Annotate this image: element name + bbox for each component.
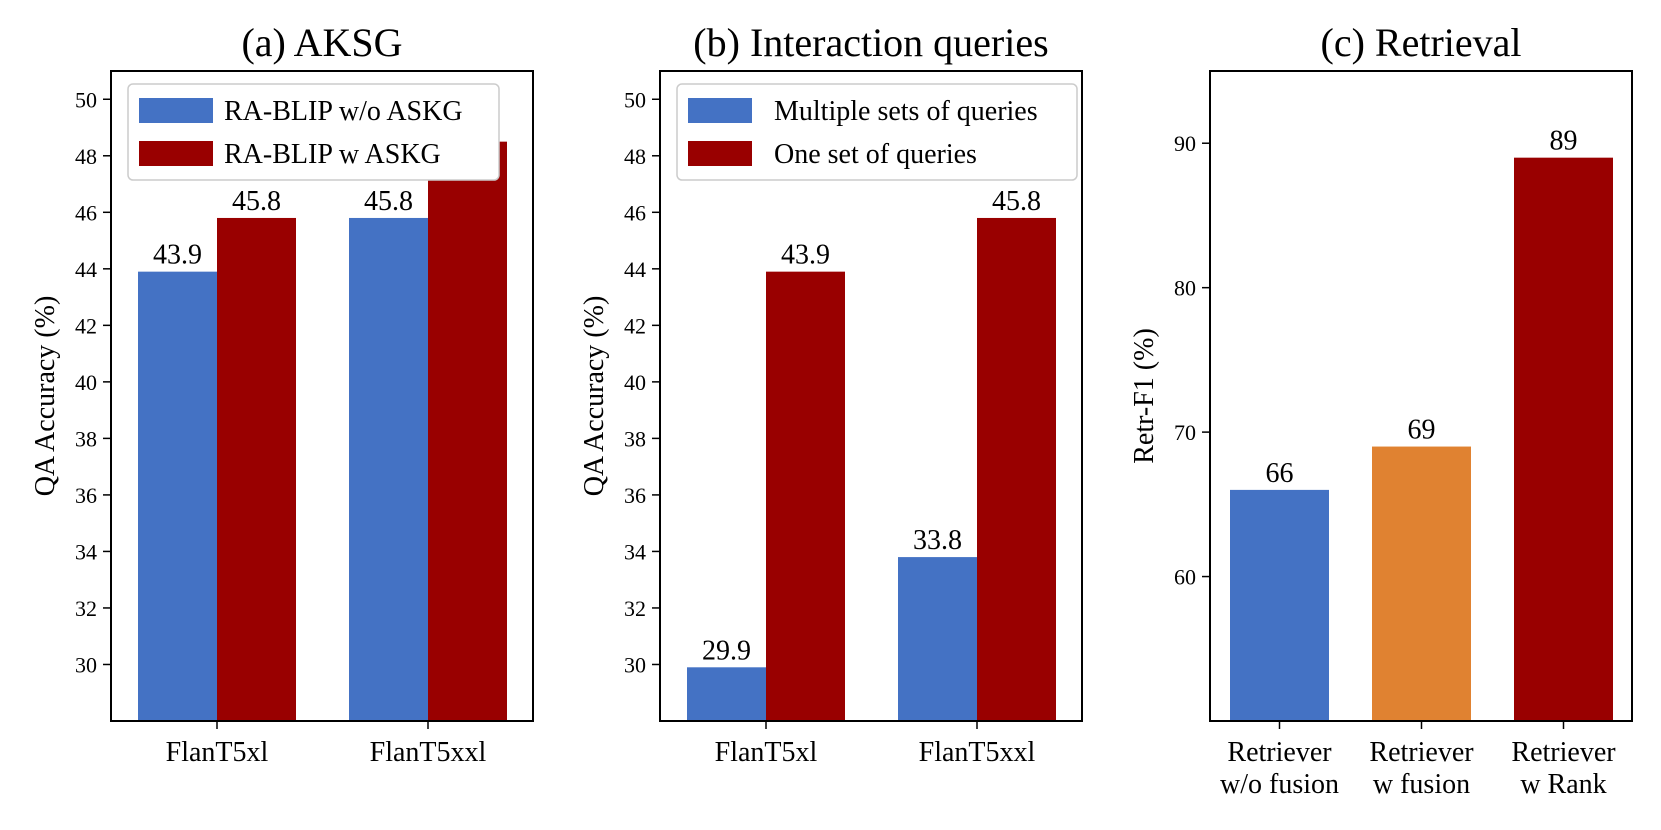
y-tick-label: 38 bbox=[624, 426, 646, 451]
legend: RA-BLIP w/o ASKG RA-BLIP w ASKG bbox=[127, 83, 500, 181]
bar-value-label: 66 bbox=[1266, 458, 1294, 489]
x-tick-label-line: w/o fusion bbox=[1220, 769, 1339, 800]
legend: Multiple sets of queries One set of queri… bbox=[676, 83, 1078, 181]
legend-label: RA-BLIP w ASKG bbox=[224, 139, 441, 170]
bar-value-label: 45.8 bbox=[232, 186, 281, 217]
y-axis-label: QA Accuracy (%) bbox=[579, 296, 610, 497]
legend-swatch bbox=[139, 141, 213, 166]
bar bbox=[138, 271, 217, 721]
legend-box bbox=[127, 83, 500, 181]
y-axis-label: Retr-F1 (%) bbox=[1129, 328, 1160, 464]
x-tick-label: FlanT5xxl bbox=[919, 737, 1036, 768]
x-tick-label: FlanT5xxl bbox=[370, 737, 487, 768]
chart-panel-3: (c) Retrieval Retr-F1 (%) 60 70 80 90 66 69 89 Re… bbox=[1129, 20, 1633, 800]
bar bbox=[428, 141, 507, 722]
y-tick-label: 44 bbox=[75, 257, 97, 282]
y-tick-label: 80 bbox=[1174, 276, 1196, 301]
y-tick-label: 32 bbox=[624, 596, 646, 621]
plot-frame bbox=[1209, 70, 1633, 722]
y-tick-label: 40 bbox=[75, 370, 97, 395]
chart-panel-2: (b) Interaction queries QA Accuracy (%) 30… bbox=[579, 20, 1083, 768]
x-tick-label: Retriever w fusion bbox=[1369, 737, 1474, 800]
y-tick-label: 42 bbox=[75, 313, 97, 338]
x-tick-label-line: w fusion bbox=[1373, 769, 1470, 800]
y-tick-label: 42 bbox=[624, 313, 646, 338]
bar bbox=[766, 271, 845, 721]
y-tick-label: 60 bbox=[1174, 565, 1196, 590]
x-tick-label: FlanT5xl bbox=[166, 737, 269, 768]
bar-value-label: 29.9 bbox=[702, 635, 751, 666]
y-tick-label: 32 bbox=[75, 596, 97, 621]
bar-value-label: 89 bbox=[1550, 126, 1578, 157]
legend-swatch bbox=[688, 98, 752, 123]
bar bbox=[1372, 446, 1471, 721]
y-tick-label: 34 bbox=[624, 539, 646, 564]
x-tick-label-line: Retriever bbox=[1369, 737, 1474, 768]
y-tick-label: 70 bbox=[1174, 420, 1196, 445]
legend-swatch bbox=[688, 141, 752, 166]
chart-panel-1: (a) AKSG QA Accuracy (%) 30 32 34 36 38 40 42 44 4… bbox=[30, 20, 534, 768]
y-tick-label: 46 bbox=[75, 200, 97, 225]
bar-value-label: 45.8 bbox=[992, 186, 1041, 217]
legend-label: RA-BLIP w/o ASKG bbox=[224, 96, 463, 127]
y-tick-label: 36 bbox=[75, 483, 97, 508]
x-tick-label-line: Retriever bbox=[1511, 737, 1616, 768]
y-tick-label: 90 bbox=[1174, 131, 1196, 156]
bar-value-label: 45.8 bbox=[364, 186, 413, 217]
bar bbox=[1514, 157, 1613, 721]
y-tick-label: 50 bbox=[75, 87, 97, 112]
legend-box bbox=[676, 83, 1078, 181]
y-tick-label: 48 bbox=[624, 144, 646, 169]
bar-value-label: 43.9 bbox=[153, 240, 202, 271]
plot-frame bbox=[659, 70, 1083, 722]
y-tick-label: 30 bbox=[624, 652, 646, 677]
y-axis-label: QA Accuracy (%) bbox=[30, 296, 61, 497]
plot-frame bbox=[110, 70, 534, 722]
y-tick-label: 50 bbox=[624, 87, 646, 112]
legend-swatch bbox=[139, 98, 213, 123]
y-tick-label: 46 bbox=[624, 200, 646, 225]
legend-label: One set of queries bbox=[774, 139, 977, 170]
bar bbox=[217, 217, 296, 721]
chart-title: (a) AKSG bbox=[241, 20, 402, 65]
x-tick-label-line: Retriever bbox=[1227, 737, 1332, 768]
y-tick-label: 30 bbox=[75, 652, 97, 677]
bar-value-label: 69 bbox=[1408, 415, 1436, 446]
y-tick-label: 44 bbox=[624, 257, 646, 282]
y-tick-label: 40 bbox=[624, 370, 646, 395]
x-tick-label-line: w Rank bbox=[1520, 769, 1606, 800]
bar bbox=[349, 217, 428, 721]
bar bbox=[898, 557, 977, 721]
bar bbox=[1230, 489, 1329, 721]
y-tick-label: 38 bbox=[75, 426, 97, 451]
legend-label: Multiple sets of queries bbox=[774, 96, 1038, 127]
x-tick-label: Retriever w/o fusion bbox=[1220, 737, 1339, 800]
chart-title: (c) Retrieval bbox=[1321, 20, 1522, 65]
bar bbox=[687, 667, 766, 721]
chart-title: (b) Interaction queries bbox=[693, 20, 1048, 65]
y-tick-label: 48 bbox=[75, 144, 97, 169]
x-tick-label: Retriever w Rank bbox=[1511, 737, 1616, 800]
bar-value-label: 33.8 bbox=[913, 525, 962, 556]
x-tick-label: FlanT5xl bbox=[715, 737, 818, 768]
bar bbox=[977, 217, 1056, 721]
bar-value-label: 43.9 bbox=[781, 240, 830, 271]
y-tick-label: 36 bbox=[624, 483, 646, 508]
y-tick-label: 34 bbox=[75, 539, 97, 564]
